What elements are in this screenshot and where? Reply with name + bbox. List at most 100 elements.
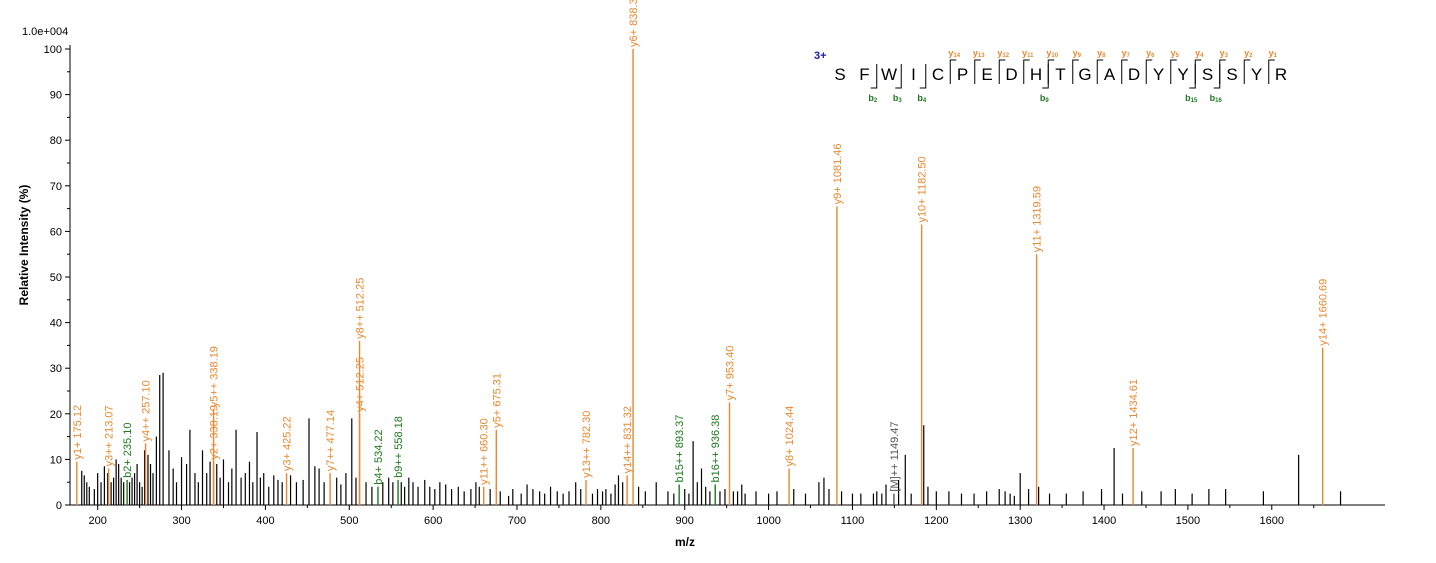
peak-label: b15++ 893.37 bbox=[674, 415, 686, 483]
y-cleavage-mark bbox=[1170, 59, 1177, 84]
axes: 0 10 20 30 40 50 60 70 80 90 100 200 300 400 500 600 700… bbox=[44, 44, 1385, 527]
x-tick-label: 200 bbox=[88, 515, 106, 527]
x-tick-label: 1200 bbox=[924, 515, 948, 527]
y-cleavage-mark bbox=[949, 59, 957, 84]
b-cleavage-mark bbox=[1189, 64, 1196, 89]
b-ion-label: b3 bbox=[893, 93, 903, 104]
intensity-scale-label: 1.0e+004 bbox=[22, 26, 68, 38]
y-ion-label: y1 bbox=[1269, 48, 1278, 59]
x-tick-label: 300 bbox=[172, 515, 190, 527]
x-tick-label: 1400 bbox=[1092, 515, 1116, 527]
y-tick-label: 100 bbox=[44, 44, 62, 56]
x-tick-label: 1100 bbox=[841, 515, 865, 527]
peak-label: b9++ 558.18 bbox=[393, 416, 405, 478]
y-cleavage-mark bbox=[1072, 59, 1079, 84]
residue-letter: D bbox=[1005, 65, 1017, 84]
x-tick-label: 700 bbox=[508, 515, 526, 527]
residue-letter: R bbox=[1275, 65, 1287, 84]
residue-letter: Y bbox=[1177, 65, 1188, 84]
y-cleavage-mark bbox=[1194, 59, 1202, 84]
y-ion-label: y11 bbox=[1022, 48, 1034, 59]
y-cleavage-mark bbox=[998, 59, 1006, 84]
peak-label: b2+ 235.10 bbox=[122, 423, 134, 478]
residue-letter: H bbox=[1030, 65, 1042, 84]
residue-letter: C bbox=[932, 65, 944, 84]
y-ion-label: y6 bbox=[1146, 48, 1155, 59]
y-ion-label: y4 bbox=[1195, 48, 1204, 59]
peak-label: y5++ 338.19 bbox=[209, 346, 221, 407]
y-cleavage-mark bbox=[974, 59, 981, 84]
residue-letter: F bbox=[859, 65, 869, 84]
residue-letter: S bbox=[1202, 65, 1213, 84]
peak-label: y6+ 838.38 bbox=[628, 0, 640, 47]
peak-label: y8+ 1024.44 bbox=[784, 406, 796, 467]
charge-state-label: 3+ bbox=[814, 50, 827, 62]
y-tick-label: 10 bbox=[50, 454, 62, 466]
b-ion-label: b16 bbox=[1210, 93, 1223, 104]
y-tick-label: 80 bbox=[50, 135, 62, 147]
residue-letter: Y bbox=[1153, 65, 1164, 84]
labeled-peaks: y1+ 175.12 y3++ 213.07 b2+ 235.10 y4++ 257.… bbox=[72, 0, 1330, 505]
y-tick-label: 70 bbox=[50, 181, 62, 193]
y-ion-label: y7 bbox=[1122, 48, 1131, 59]
peak-label: y13++ 782.30 bbox=[581, 411, 593, 478]
residue-letter: E bbox=[981, 65, 992, 84]
peak-label: y5+ 675.31 bbox=[491, 373, 503, 428]
x-tick-label: 900 bbox=[676, 515, 694, 527]
b-ion-label: b15 bbox=[1185, 93, 1198, 104]
x-tick-label: 400 bbox=[256, 515, 274, 527]
y-cleavage-mark bbox=[1219, 59, 1226, 84]
peak-label: [M]++ 1149.47 bbox=[889, 421, 901, 491]
peak-label: b4+ 534.22 bbox=[373, 429, 385, 484]
b-ion-label: b2 bbox=[868, 93, 878, 104]
peak-label: y3++ 213.07 bbox=[104, 405, 116, 466]
b-cleavage-mark bbox=[870, 64, 878, 89]
y-tick-label: 90 bbox=[50, 90, 62, 102]
y-tick-label: 40 bbox=[50, 318, 62, 330]
peak-label: y11++ 660.30 bbox=[479, 418, 491, 484]
residue-letter: A bbox=[1104, 65, 1116, 84]
peak-label: y1+ 175.12 bbox=[72, 405, 84, 460]
peak-label: y7+ 953.40 bbox=[725, 346, 737, 401]
residue-letter: P bbox=[957, 65, 968, 84]
residue-letter: S bbox=[834, 65, 845, 84]
y-cleavage-mark bbox=[1096, 59, 1104, 84]
residue-letter: Y bbox=[1251, 65, 1262, 84]
peak-label: y2+ 338.19 bbox=[209, 405, 221, 460]
x-tick-label: 1600 bbox=[1260, 515, 1284, 527]
y-cleavage-mark bbox=[1047, 59, 1055, 84]
x-tick-label: 1300 bbox=[1008, 515, 1032, 527]
peak-label: y4++ 257.10 bbox=[141, 380, 153, 441]
b-cleavage-mark bbox=[895, 64, 902, 89]
y-ion-label: y12 bbox=[997, 48, 1009, 59]
peak-label: y11+ 1319.59 bbox=[1032, 186, 1044, 252]
y-cleavage-mark bbox=[1145, 59, 1153, 84]
b-ion-label: b9 bbox=[1040, 93, 1050, 104]
y-tick-label: 0 bbox=[56, 500, 62, 512]
peak-label: y14+ 1660.69 bbox=[1318, 279, 1330, 346]
y-tick-label: 20 bbox=[50, 409, 62, 421]
y-cleavage-mark bbox=[1268, 59, 1275, 84]
b-cleavage-mark bbox=[1213, 64, 1221, 89]
x-tick-label: 800 bbox=[592, 515, 610, 527]
peak-label: y14++ 831.32 bbox=[622, 406, 634, 473]
y-tick-label: 50 bbox=[50, 272, 62, 284]
y-ion-label: y13 bbox=[973, 48, 985, 59]
y-ion-label: y9 bbox=[1073, 48, 1082, 59]
y-ion-label: y8 bbox=[1097, 48, 1106, 59]
b-ion-label: b4 bbox=[917, 93, 927, 104]
residue-letter: G bbox=[1078, 65, 1091, 84]
peak-label: y7++ 477.14 bbox=[325, 410, 337, 471]
peak-label: y10+ 1182.50 bbox=[917, 156, 929, 222]
y-cleavage-mark bbox=[1121, 59, 1128, 84]
peak-label: y3+ 425.22 bbox=[282, 416, 294, 471]
y-tick-label: 60 bbox=[50, 226, 62, 238]
peak-label: y4+ 512.25 bbox=[355, 357, 367, 412]
y-ion-label: y14 bbox=[948, 48, 960, 59]
y-cleavage-mark bbox=[1023, 59, 1030, 84]
residue-letter: W bbox=[881, 65, 897, 84]
x-axis-title: m/z bbox=[675, 535, 695, 549]
y-cleavage-mark bbox=[1243, 59, 1251, 84]
residue-letter: I bbox=[911, 65, 916, 84]
